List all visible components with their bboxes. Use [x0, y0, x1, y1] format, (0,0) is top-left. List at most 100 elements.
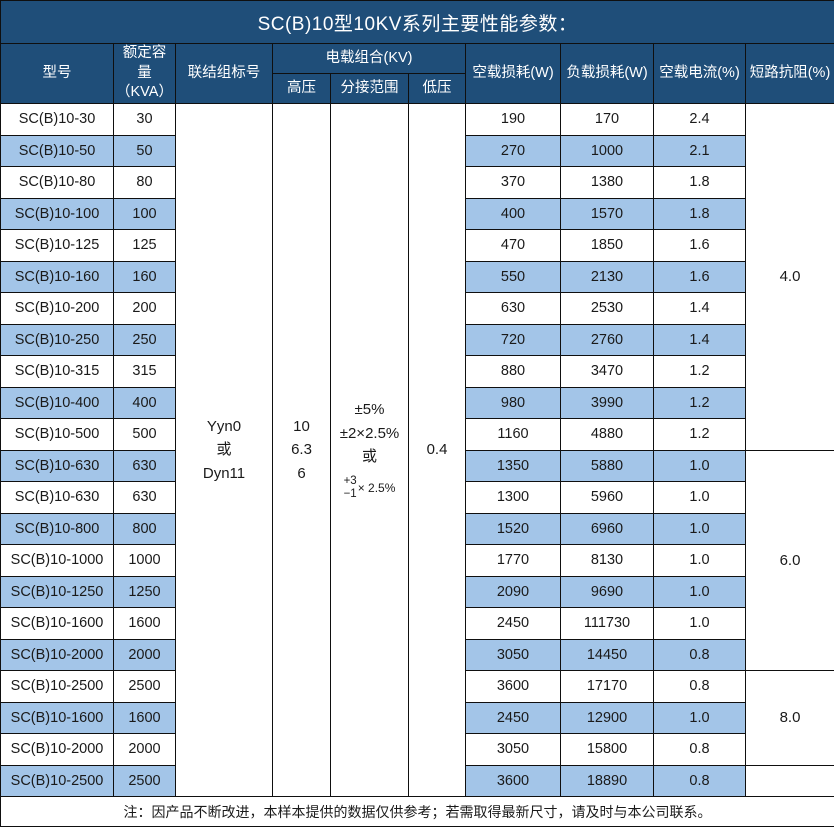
cell-no-load-loss: 1300 [466, 482, 561, 514]
high-voltage-line-2: 6.3 [275, 438, 328, 461]
cell-capacity: 100 [114, 198, 176, 230]
cell-no-load-loss: 370 [466, 167, 561, 199]
cell-no-load-loss: 630 [466, 293, 561, 325]
connection-group-line-2: 或 [178, 438, 270, 461]
cell-tap-range: ±5%±2×2.5%或+3−1× 2.5% [331, 104, 409, 797]
cell-no-load-current: 1.0 [654, 513, 746, 545]
cell-load-loss: 170 [561, 104, 654, 136]
cell-no-load-loss: 1160 [466, 419, 561, 451]
cell-no-load-current: 1.0 [654, 576, 746, 608]
cell-load-loss: 8130 [561, 545, 654, 577]
cell-no-load-current: 2.4 [654, 104, 746, 136]
cell-no-load-loss: 3050 [466, 639, 561, 671]
cell-model: SC(B)10-400 [1, 387, 114, 419]
cell-short-circuit-impedance: 8.0 [746, 671, 834, 766]
col-header-voltage-group: 电载组合(KV) [273, 44, 466, 74]
cell-no-load-current: 0.8 [654, 671, 746, 703]
tap-range-line-1: ±5% [333, 398, 406, 421]
page-title: SC(B)10型10KV系列主要性能参数： [1, 1, 834, 44]
cell-load-loss: 6960 [561, 513, 654, 545]
cell-no-load-loss: 3600 [466, 671, 561, 703]
cell-no-load-loss: 1770 [466, 545, 561, 577]
capacity-label-line1: 额定容量 [116, 44, 173, 83]
cell-model: SC(B)10-630 [1, 450, 114, 482]
cell-capacity: 2500 [114, 765, 176, 797]
col-header-capacity: 额定容量 （KVA） [114, 44, 176, 104]
cell-model: SC(B)10-800 [1, 513, 114, 545]
cell-model: SC(B)10-2500 [1, 765, 114, 797]
cell-load-loss: 1570 [561, 198, 654, 230]
connection-group-line-3: Dyn11 [178, 462, 270, 485]
cell-capacity: 50 [114, 135, 176, 167]
cell-capacity: 160 [114, 261, 176, 293]
cell-model: SC(B)10-1600 [1, 702, 114, 734]
cell-capacity: 400 [114, 387, 176, 419]
col-header-connection-group: 联结组标号 [176, 44, 273, 104]
cell-load-loss: 1380 [561, 167, 654, 199]
cell-capacity: 315 [114, 356, 176, 388]
cell-load-loss: 9690 [561, 576, 654, 608]
cell-no-load-current: 1.2 [654, 419, 746, 451]
table-footer: 注：因产品不断改进，本样本提供的数据仅供参考；若需取得最新尺寸，请及时与本公司联… [1, 797, 834, 827]
cell-model: SC(B)10-50 [1, 135, 114, 167]
cell-no-load-current: 1.6 [654, 230, 746, 262]
cell-capacity: 30 [114, 104, 176, 136]
cell-capacity: 250 [114, 324, 176, 356]
high-voltage-line-1: 10 [275, 415, 328, 438]
cell-capacity: 2500 [114, 671, 176, 703]
cell-no-load-loss: 2450 [466, 608, 561, 640]
cell-load-loss: 1850 [561, 230, 654, 262]
col-header-tap-range: 分接范围 [331, 74, 409, 104]
cell-model: SC(B)10-1000 [1, 545, 114, 577]
cell-no-load-current: 1.0 [654, 702, 746, 734]
cell-capacity: 630 [114, 450, 176, 482]
cell-capacity: 1600 [114, 608, 176, 640]
cell-no-load-current: 0.8 [654, 734, 746, 766]
cell-load-loss: 14450 [561, 639, 654, 671]
cell-capacity: 125 [114, 230, 176, 262]
cell-short-circuit-impedance: 6.0 [746, 450, 834, 671]
cell-model: SC(B)10-100 [1, 198, 114, 230]
cell-no-load-loss: 2450 [466, 702, 561, 734]
cell-model: SC(B)10-200 [1, 293, 114, 325]
col-header-no-load-current: 空载电流(%) [654, 44, 746, 104]
cell-model: SC(B)10-30 [1, 104, 114, 136]
cell-no-load-current: 1.6 [654, 261, 746, 293]
cell-load-loss: 12900 [561, 702, 654, 734]
cell-capacity: 1600 [114, 702, 176, 734]
cell-capacity: 500 [114, 419, 176, 451]
cell-no-load-loss: 190 [466, 104, 561, 136]
cell-no-load-loss: 980 [466, 387, 561, 419]
tap-range-fraction-multiplier: × 2.5% [358, 482, 396, 494]
table-header: SC(B)10型10KV系列主要性能参数： 型号 额定容量 （KVA） 联结组标… [1, 1, 834, 104]
footer-note: 注：因产品不断改进，本样本提供的数据仅供参考；若需取得最新尺寸，请及时与本公司联… [1, 797, 834, 827]
cell-load-loss: 2530 [561, 293, 654, 325]
cell-load-loss: 4880 [561, 419, 654, 451]
tap-range-fraction-top: +3 [344, 475, 357, 488]
cell-no-load-loss: 880 [466, 356, 561, 388]
cell-model: SC(B)10-2000 [1, 734, 114, 766]
header-row-top: 型号 额定容量 （KVA） 联结组标号 电载组合(KV) 空载损耗(W) 负载损… [1, 44, 834, 74]
cell-no-load-current: 0.8 [654, 765, 746, 797]
cell-model: SC(B)10-315 [1, 356, 114, 388]
cell-no-load-current: 1.2 [654, 387, 746, 419]
cell-model: SC(B)10-1600 [1, 608, 114, 640]
capacity-label-line2: （KVA） [116, 83, 173, 103]
cell-no-load-current: 2.1 [654, 135, 746, 167]
footer-row: 注：因产品不断改进，本样本提供的数据仅供参考；若需取得最新尺寸，请及时与本公司联… [1, 797, 834, 827]
cell-load-loss: 3990 [561, 387, 654, 419]
cell-no-load-current: 1.4 [654, 324, 746, 356]
cell-no-load-current: 1.4 [654, 293, 746, 325]
col-header-short-circuit-impedance: 短路抗阻(%) [746, 44, 834, 104]
cell-load-loss: 5880 [561, 450, 654, 482]
cell-load-loss: 111730 [561, 608, 654, 640]
cell-model: SC(B)10-2000 [1, 639, 114, 671]
cell-no-load-current: 1.0 [654, 482, 746, 514]
cell-no-load-current: 1.0 [654, 545, 746, 577]
cell-capacity: 1000 [114, 545, 176, 577]
cell-no-load-loss: 470 [466, 230, 561, 262]
